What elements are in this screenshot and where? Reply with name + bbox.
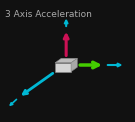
Polygon shape [71, 58, 77, 72]
Polygon shape [55, 58, 77, 63]
Polygon shape [55, 63, 71, 72]
Text: 3 Axis Acceleration: 3 Axis Acceleration [5, 10, 92, 19]
